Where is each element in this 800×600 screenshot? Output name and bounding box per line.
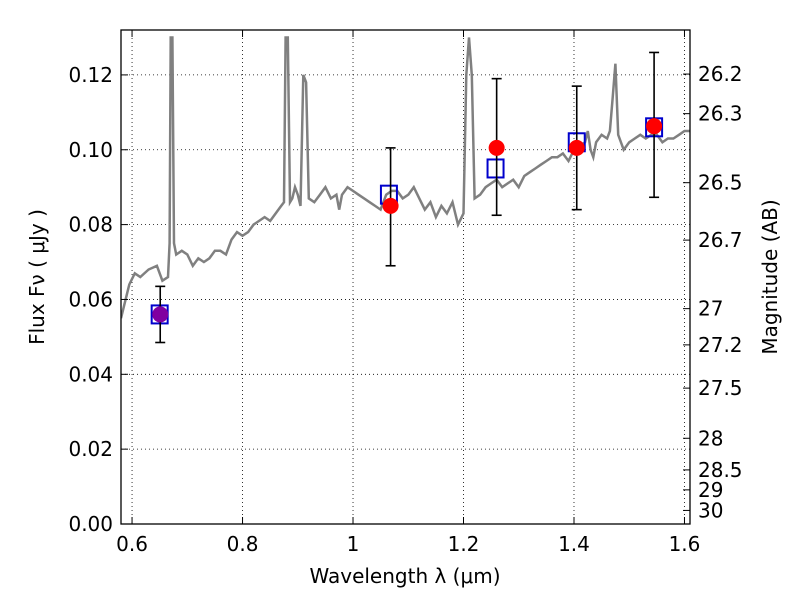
y2-tick-label: 26.5: [698, 171, 743, 195]
observed-point-marker: [488, 139, 505, 156]
y2-tick-label: 29: [698, 478, 723, 502]
y-tick-label: 0.08: [68, 213, 113, 237]
model-square-marker: [486, 158, 505, 179]
y-axis-label: Flux Fν ( μJy ): [25, 209, 49, 345]
y-tick-label: 0.00: [68, 512, 113, 536]
x-tick-label: 0.8: [227, 532, 259, 556]
spectrum-series: [121, 36, 690, 319]
spectrum-line: [121, 36, 690, 319]
error-bars: [155, 51, 660, 344]
x-tick-label: 0.6: [116, 532, 148, 556]
y2-tick-label: 27.5: [698, 376, 743, 400]
y-tick-label: 0.06: [68, 287, 113, 311]
y2-tick-label: 26.3: [698, 102, 743, 126]
y2-tick-label: 30: [698, 498, 723, 522]
x-tick-label: 1.4: [558, 532, 590, 556]
y2-tick-label: 28.5: [698, 458, 743, 482]
observed-point-marker: [568, 139, 585, 156]
y-tick-label: 0.10: [68, 138, 113, 162]
y2-tick-label: 26.7: [698, 228, 743, 252]
x-tick-label: 1.2: [448, 532, 480, 556]
axis-ticks: 0.6 0.8 1 1.2 1.4 1.6 0.00 0.02 0.04 0.06 0.08 0.10…: [68, 30, 743, 556]
y2-tick-label: 27.2: [698, 333, 743, 357]
x-axis-label: Wavelength λ (μm): [309, 564, 500, 588]
y2-tick-label: 27: [698, 297, 723, 321]
y-tick-label: 0.02: [68, 437, 113, 461]
x-tick-label: 1.6: [669, 532, 701, 556]
y2-tick-label: 28: [698, 426, 723, 450]
observed-point-marker: [646, 118, 663, 135]
model-photometry-series: [150, 117, 664, 325]
observed-point-marker: [382, 197, 399, 214]
y2-tick-label: 26.2: [698, 62, 743, 86]
plot-frame: [120, 29, 691, 525]
y-tick-label: 0.04: [68, 362, 113, 386]
x-tick-label: 1: [347, 532, 360, 556]
observed-points: [152, 118, 663, 323]
y2-axis-label: Magnitude (AB): [758, 199, 782, 354]
grid-lines: [121, 30, 690, 525]
observed-point-marker: [152, 306, 169, 323]
y-tick-label: 0.12: [68, 63, 113, 87]
